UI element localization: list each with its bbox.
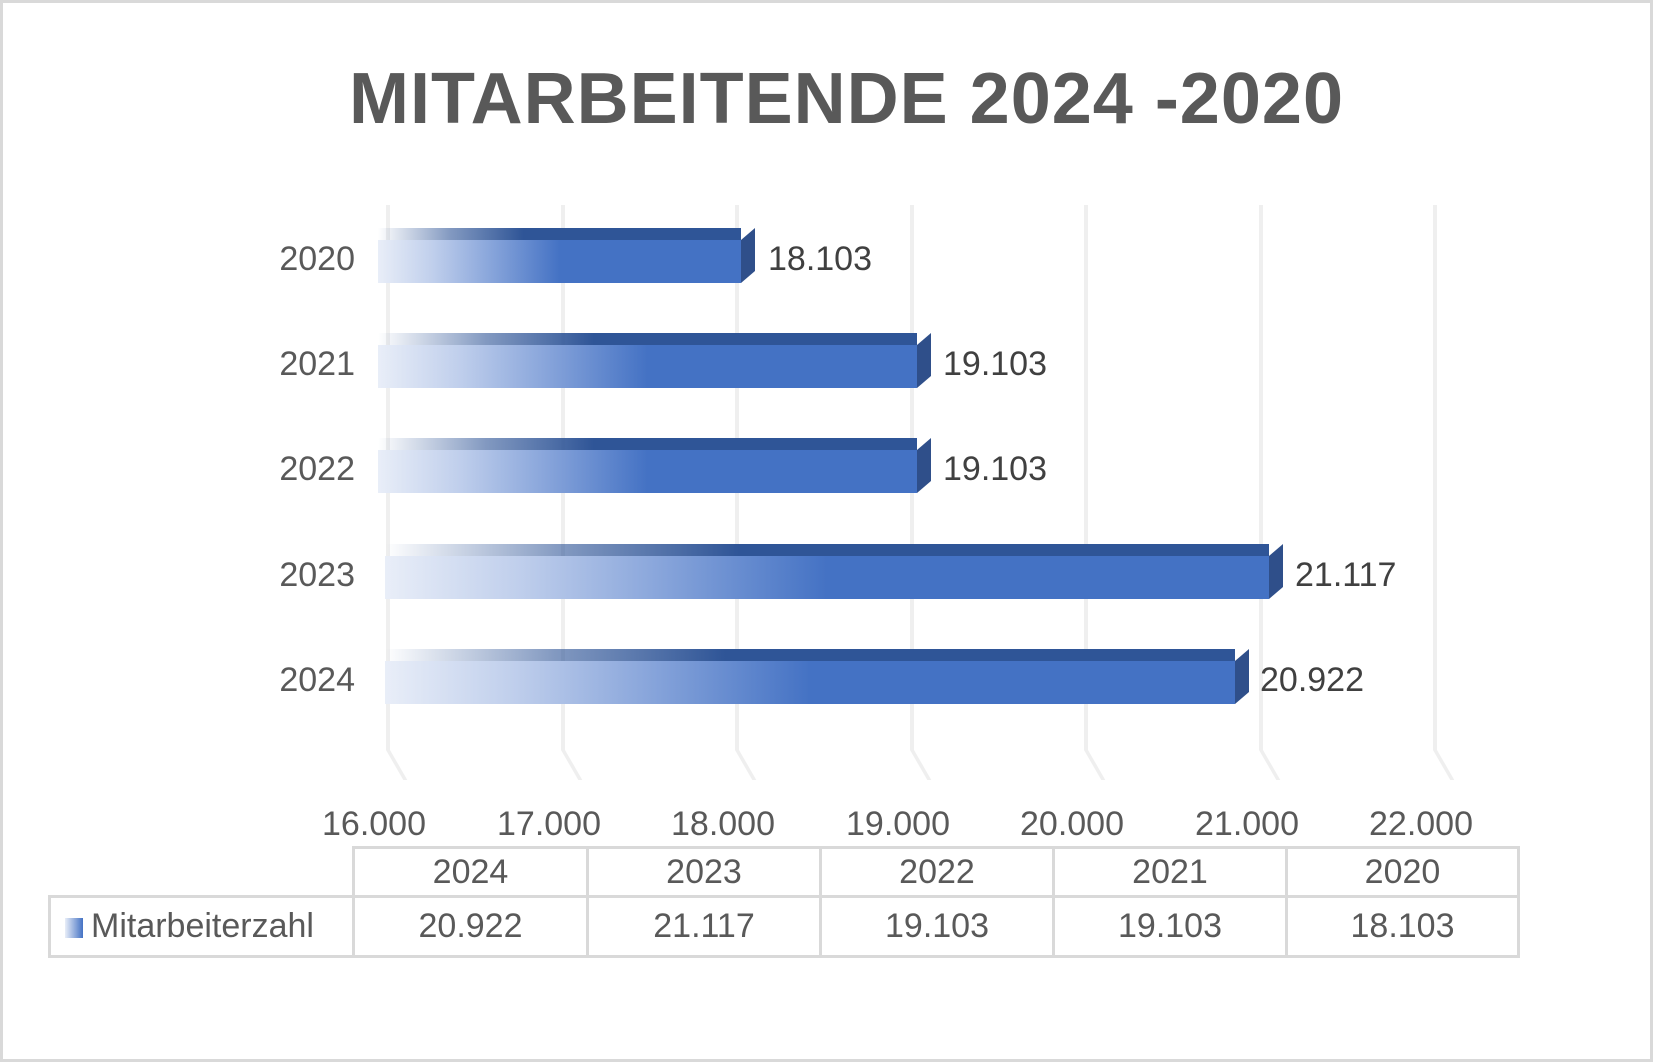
bar-2023[interactable]	[385, 544, 1283, 599]
x-tick-label: 16.000	[322, 805, 426, 843]
category-label: 2023	[279, 556, 355, 594]
table-header-cell: 2020	[1285, 846, 1520, 898]
bar-2020[interactable]	[378, 228, 755, 283]
x-tick-label: 22.000	[1369, 805, 1473, 843]
gridline	[1259, 205, 1263, 750]
table-cell: 20.922	[352, 895, 589, 958]
table-cell: 21.117	[586, 895, 822, 958]
x-tick-label: 21.000	[1195, 805, 1299, 843]
x-tick-label: 18.000	[671, 805, 775, 843]
bar-2024[interactable]	[385, 649, 1249, 704]
category-label: 2024	[279, 661, 355, 699]
data-label: 18.103	[768, 240, 872, 278]
table-cell: 18.103	[1285, 895, 1520, 958]
chart-title: MITARBEITENDE 2024 -2020	[349, 59, 1344, 139]
gridline	[1433, 205, 1437, 750]
data-label: 21.117	[1295, 556, 1397, 594]
gridline	[1084, 205, 1088, 750]
table-header-cell: 2023	[586, 846, 822, 898]
category-label: 2020	[279, 240, 355, 278]
table-row-label: Mitarbeiterzahl	[48, 895, 355, 958]
data-label: 19.103	[943, 450, 1047, 488]
bar-2022[interactable]	[378, 438, 931, 493]
legend-key-icon	[65, 918, 83, 939]
table-cell: 19.103	[819, 895, 1055, 958]
data-label: 20.922	[1260, 661, 1364, 699]
x-tick-label: 19.000	[846, 805, 950, 843]
table-header-cell: 2024	[352, 846, 589, 898]
table-cell: 19.103	[1052, 895, 1288, 958]
x-tick-label: 20.000	[1020, 805, 1124, 843]
table-header-cell: 2022	[819, 846, 1055, 898]
x-tick-label: 17.000	[497, 805, 601, 843]
bar-2021[interactable]	[378, 333, 931, 388]
category-label: 2021	[279, 345, 355, 383]
data-label: 19.103	[943, 345, 1047, 383]
series-name: Mitarbeiterzahl	[91, 907, 314, 945]
category-label: 2022	[279, 450, 355, 488]
table-header-cell: 2021	[1052, 846, 1288, 898]
